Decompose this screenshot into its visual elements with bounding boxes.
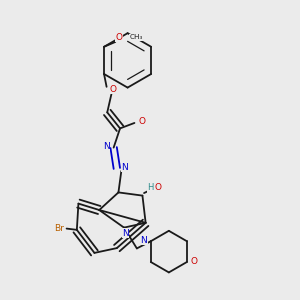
- Text: CH₃: CH₃: [129, 34, 143, 40]
- Text: N: N: [103, 142, 110, 151]
- Text: N: N: [140, 236, 147, 245]
- Text: O: O: [190, 257, 197, 266]
- Text: N: N: [122, 229, 129, 238]
- Text: N: N: [121, 163, 128, 172]
- Text: O: O: [109, 85, 116, 94]
- Text: O: O: [138, 117, 145, 126]
- Text: O: O: [154, 183, 161, 192]
- Text: Br: Br: [54, 224, 64, 233]
- Text: H: H: [147, 183, 154, 192]
- Text: O: O: [116, 33, 123, 42]
